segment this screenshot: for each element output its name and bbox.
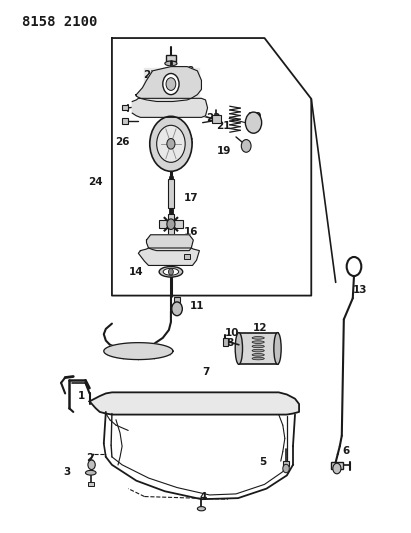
Polygon shape bbox=[136, 67, 201, 101]
Ellipse shape bbox=[252, 341, 264, 343]
Text: 5: 5 bbox=[259, 457, 266, 467]
Bar bbox=[122, 105, 128, 110]
Bar bbox=[185, 254, 190, 259]
Ellipse shape bbox=[165, 61, 177, 66]
Text: 23: 23 bbox=[180, 66, 194, 76]
Text: 11: 11 bbox=[190, 301, 205, 311]
Circle shape bbox=[241, 140, 251, 152]
Polygon shape bbox=[145, 68, 199, 113]
Text: 26: 26 bbox=[115, 137, 129, 147]
Text: 8158 2100: 8158 2100 bbox=[23, 15, 98, 29]
Ellipse shape bbox=[159, 266, 183, 277]
Text: 19: 19 bbox=[217, 146, 231, 156]
Text: 17: 17 bbox=[184, 193, 199, 203]
Text: 16: 16 bbox=[184, 227, 199, 237]
Ellipse shape bbox=[252, 336, 264, 339]
Polygon shape bbox=[146, 235, 193, 251]
Text: 18: 18 bbox=[180, 137, 194, 147]
Circle shape bbox=[88, 460, 95, 470]
Text: 24: 24 bbox=[88, 177, 103, 187]
Bar bbox=[88, 482, 94, 487]
Bar bbox=[331, 462, 343, 469]
Circle shape bbox=[157, 125, 185, 163]
Bar bbox=[159, 220, 183, 229]
Polygon shape bbox=[90, 392, 299, 415]
Ellipse shape bbox=[252, 349, 264, 352]
Text: 9: 9 bbox=[157, 346, 164, 356]
Text: 14: 14 bbox=[129, 267, 144, 277]
Bar bbox=[223, 338, 228, 346]
Text: 8: 8 bbox=[226, 338, 233, 348]
Ellipse shape bbox=[235, 333, 242, 365]
Circle shape bbox=[169, 269, 173, 275]
Polygon shape bbox=[132, 98, 208, 117]
Ellipse shape bbox=[197, 506, 206, 511]
Bar bbox=[174, 297, 180, 302]
Bar bbox=[168, 179, 174, 208]
Ellipse shape bbox=[85, 470, 96, 475]
Circle shape bbox=[163, 74, 179, 95]
Text: 2: 2 bbox=[86, 453, 93, 463]
Circle shape bbox=[150, 116, 192, 171]
Bar bbox=[122, 118, 128, 124]
Polygon shape bbox=[139, 248, 199, 265]
Bar bbox=[166, 55, 176, 61]
Ellipse shape bbox=[252, 353, 264, 356]
Text: 7: 7 bbox=[202, 367, 209, 377]
Text: 12: 12 bbox=[253, 324, 268, 333]
Text: 15: 15 bbox=[182, 256, 196, 266]
Text: 3: 3 bbox=[64, 467, 71, 477]
Ellipse shape bbox=[252, 357, 264, 360]
Ellipse shape bbox=[274, 333, 281, 365]
Circle shape bbox=[245, 112, 262, 133]
Bar bbox=[283, 461, 289, 466]
Circle shape bbox=[167, 219, 175, 230]
Polygon shape bbox=[112, 38, 311, 296]
Text: 6: 6 bbox=[342, 446, 349, 456]
Text: 4: 4 bbox=[200, 491, 207, 502]
Text: 21: 21 bbox=[217, 122, 231, 131]
Text: 10: 10 bbox=[225, 328, 239, 337]
Ellipse shape bbox=[163, 268, 179, 275]
Text: 20: 20 bbox=[247, 112, 261, 123]
Bar bbox=[168, 214, 174, 235]
Circle shape bbox=[167, 139, 175, 149]
Text: 22: 22 bbox=[206, 114, 221, 124]
Text: 25: 25 bbox=[143, 70, 158, 80]
Text: 1: 1 bbox=[78, 391, 85, 401]
Circle shape bbox=[172, 302, 182, 316]
Ellipse shape bbox=[252, 345, 264, 348]
Circle shape bbox=[166, 78, 176, 91]
Polygon shape bbox=[104, 343, 173, 360]
Bar bbox=[212, 115, 221, 123]
Circle shape bbox=[283, 464, 289, 473]
Bar bbox=[239, 333, 277, 365]
Circle shape bbox=[333, 463, 341, 474]
Text: 13: 13 bbox=[353, 285, 367, 295]
